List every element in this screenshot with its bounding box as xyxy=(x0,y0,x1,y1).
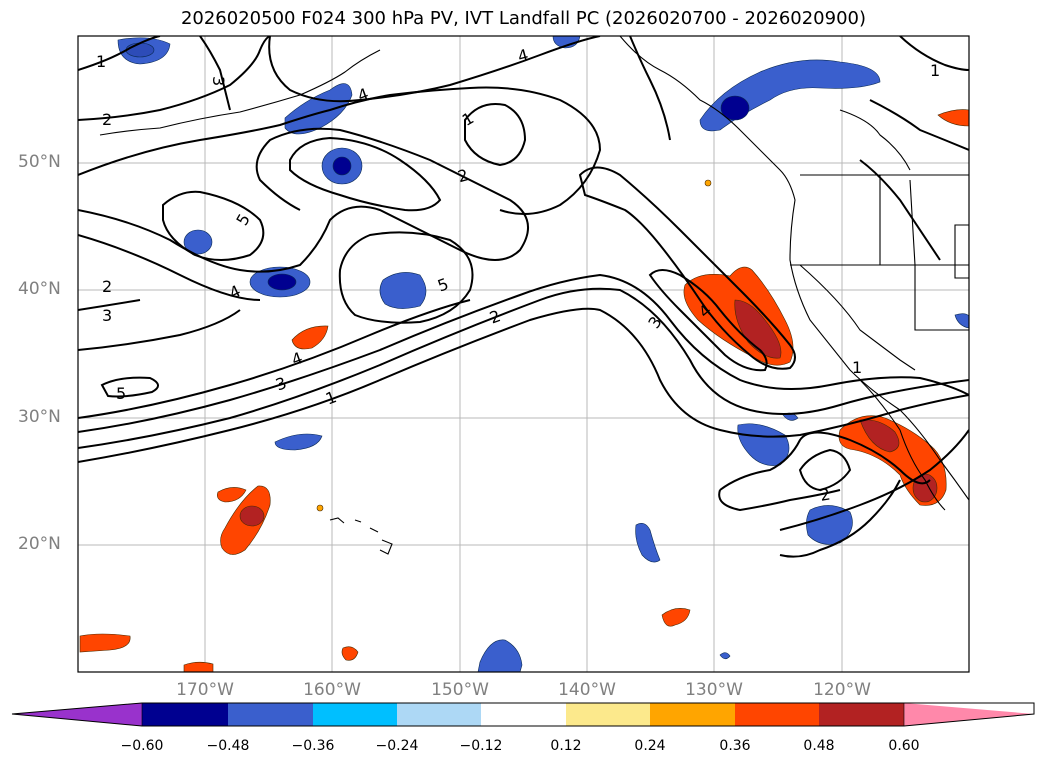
contour-label: 2 xyxy=(102,277,112,296)
contour-label: 1 xyxy=(852,358,862,377)
colorbar-tick: 0.48 xyxy=(803,738,835,754)
contour-label: 5 xyxy=(435,274,451,295)
colorbar-tick: 0.24 xyxy=(634,738,666,754)
map-title: 2026020500 F024 300 hPa PV, IVT Landfall… xyxy=(180,8,867,29)
colorbar-segment xyxy=(228,703,313,726)
colorbar-tick: −0.60 xyxy=(120,738,164,754)
colorbar-extend-high xyxy=(904,703,1034,726)
colorbar-segment xyxy=(481,703,566,726)
lat-label-40n: 40°N xyxy=(18,279,61,299)
colorbar-tick: 0.12 xyxy=(550,738,582,754)
colorbar-tick: 0.36 xyxy=(719,738,751,754)
lon-label-170w: 170°W xyxy=(176,680,234,700)
lon-label-160w: 160°W xyxy=(303,680,361,700)
colorbar-tick: −0.24 xyxy=(375,738,419,754)
colorbar-segment xyxy=(142,703,228,726)
colorbar-extend-low xyxy=(12,703,142,726)
colorbar-tick: −0.12 xyxy=(459,738,503,754)
colorbar xyxy=(11,702,1035,727)
contour-label: 4 xyxy=(516,45,531,66)
map-body: 1 3 2 4 4 1 2 5 2 4 3 5 2 3 4 4 3 1 5 1 … xyxy=(78,36,969,672)
contour-label: 5 xyxy=(116,384,126,403)
contour-label: 2 xyxy=(818,484,831,504)
contour-label: 2 xyxy=(487,306,503,327)
colorbar-segment xyxy=(313,703,397,726)
contour-label: 1 xyxy=(96,52,106,71)
contour-label: 4 xyxy=(226,281,243,303)
lon-label-140w: 140°W xyxy=(558,680,616,700)
colorbar-segment xyxy=(819,703,904,726)
negative-pv-shading xyxy=(117,36,969,672)
pv-contours xyxy=(78,36,969,558)
positive-pv-shading xyxy=(79,109,969,672)
colorbar-tick: 0.60 xyxy=(888,738,920,754)
lat-label-20n: 20°N xyxy=(18,534,61,554)
lon-label-150w: 150°W xyxy=(431,680,489,700)
lat-label-50n: 50°N xyxy=(18,152,61,172)
contour-label: 1 xyxy=(930,61,940,80)
contour-label: 2 xyxy=(102,110,112,129)
colorbar-tick: −0.36 xyxy=(291,738,335,754)
colorbar-tick: −0.48 xyxy=(206,738,250,754)
colorbar-segment xyxy=(397,703,481,726)
lat-label-30n: 30°N xyxy=(18,407,61,427)
contour-label: 2 xyxy=(456,165,471,186)
contour-label: 3 xyxy=(209,76,228,86)
colorbar-segment xyxy=(735,703,819,726)
lon-label-130w: 130°W xyxy=(685,680,743,700)
lon-label-120w: 120°W xyxy=(813,680,871,700)
gridlines xyxy=(78,36,969,672)
colorbar-segment xyxy=(566,703,650,726)
map-frame xyxy=(77,35,970,673)
coastlines xyxy=(99,36,969,555)
contour-label: 3 xyxy=(102,306,112,325)
contour-label: 3 xyxy=(273,373,289,394)
colorbar-segment xyxy=(650,703,735,726)
